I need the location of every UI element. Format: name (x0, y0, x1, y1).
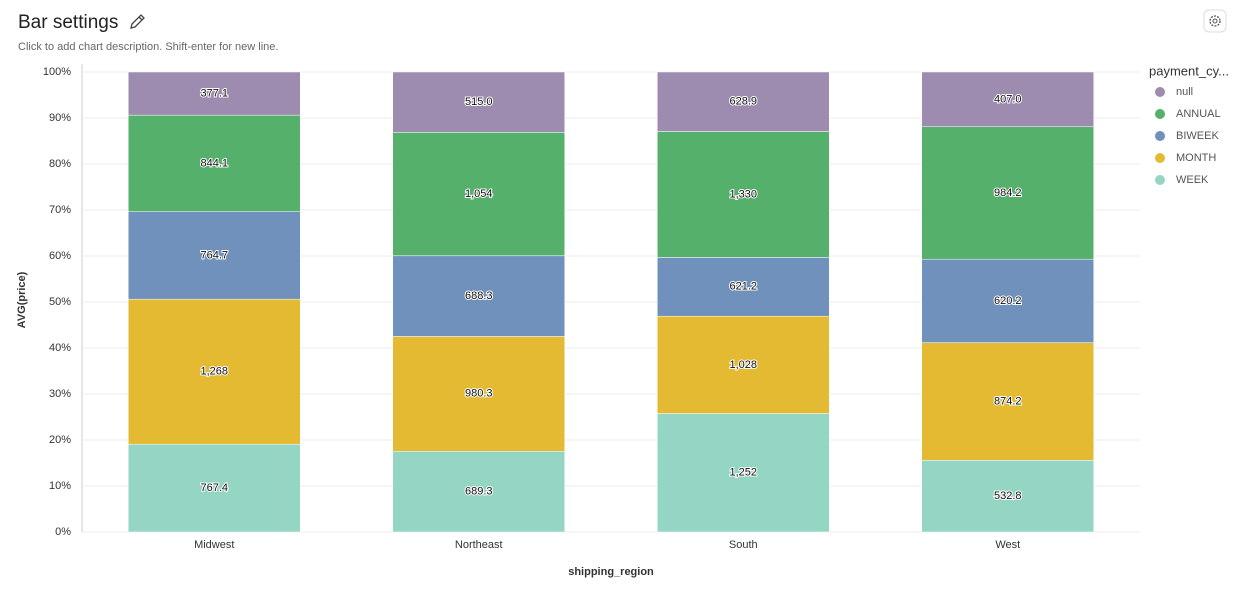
y-tick-label: 10% (49, 480, 71, 492)
legend-marker[interactable] (1155, 87, 1165, 97)
bar-segment[interactable] (657, 71, 830, 132)
bar-segment[interactable] (392, 132, 565, 257)
bar-segment[interactable] (921, 342, 1094, 461)
settings-button[interactable] (1203, 9, 1227, 33)
data-label: 984.2 (994, 187, 1022, 199)
description[interactable]: Click to add chart description. Shift-en… (18, 41, 278, 53)
bar-segment[interactable] (128, 114, 301, 212)
legend-marker[interactable] (1155, 153, 1165, 163)
bar-segment[interactable] (921, 126, 1094, 260)
bar-segment[interactable] (128, 211, 301, 300)
legend-label[interactable]: WEEK (1176, 174, 1209, 186)
data-label: 1,268 (200, 366, 228, 378)
bar-segment[interactable] (392, 451, 565, 533)
bar-segment[interactable] (392, 255, 565, 337)
legend-label[interactable]: ANNUAL (1176, 108, 1221, 120)
legend-title: payment_cy... (1149, 63, 1229, 78)
data-label: 844.1 (200, 157, 228, 169)
data-label: 628.9 (729, 96, 757, 108)
x-tick-label: Midwest (194, 539, 234, 551)
bar-segment[interactable] (128, 71, 301, 116)
legend-marker[interactable] (1155, 175, 1165, 185)
x-tick-label: West (995, 539, 1020, 551)
y-tick-label: 70% (49, 204, 71, 216)
legend-label[interactable]: MONTH (1176, 152, 1216, 164)
data-label: 689.3 (465, 486, 493, 498)
data-label: 1,330 (729, 188, 757, 200)
data-label: 532.8 (994, 490, 1022, 502)
data-label: 1,054 (465, 188, 493, 200)
y-axis-title: AVG(price) (16, 271, 28, 328)
y-tick-label: 0% (55, 526, 71, 538)
y-tick-label: 80% (49, 158, 71, 170)
data-label: 1,028 (729, 359, 757, 371)
bar-segment[interactable] (921, 460, 1094, 533)
data-label: 874.2 (994, 395, 1022, 407)
data-label: 515.0 (465, 96, 493, 108)
x-axis-title: shipping_region (568, 566, 654, 578)
y-tick-label: 50% (49, 296, 71, 308)
x-tick-label: South (729, 539, 758, 551)
bar-segment[interactable] (128, 298, 301, 445)
y-tick-label: 90% (49, 112, 71, 124)
edit-icon[interactable] (130, 14, 145, 29)
title[interactable]: Bar settings (18, 12, 118, 33)
data-label: 980.3 (465, 388, 493, 400)
bar-segment[interactable] (921, 71, 1094, 128)
y-tick-label: 20% (49, 434, 71, 446)
bar-segment[interactable] (128, 443, 301, 533)
legend-marker[interactable] (1155, 131, 1165, 141)
data-label: 407.0 (994, 93, 1022, 105)
data-label: 1,252 (729, 467, 757, 479)
x-tick-label: Northeast (455, 539, 503, 551)
legend-marker[interactable] (1155, 109, 1165, 119)
bar-segment[interactable] (392, 71, 565, 133)
data-label: 767.4 (200, 482, 228, 494)
y-tick-label: 40% (49, 342, 71, 354)
y-tick-label: 30% (49, 388, 71, 400)
y-tick-label: 100% (43, 66, 71, 78)
legend-label[interactable]: BIWEEK (1176, 130, 1219, 142)
bar-segment[interactable] (657, 413, 830, 533)
bar-segment[interactable] (392, 336, 565, 452)
data-label: 377.1 (200, 87, 228, 99)
y-tick-label: 60% (49, 250, 71, 262)
data-label: 688.3 (465, 290, 493, 302)
bar-segment[interactable] (657, 131, 830, 258)
data-label: 620.2 (994, 295, 1022, 307)
data-label: 764.7 (200, 249, 228, 261)
bar-segment[interactable] (657, 315, 830, 414)
bar-segment[interactable] (657, 257, 830, 317)
legend-label[interactable]: null (1176, 86, 1193, 98)
bar-segment[interactable] (921, 258, 1094, 343)
data-label: 621.2 (729, 281, 757, 293)
